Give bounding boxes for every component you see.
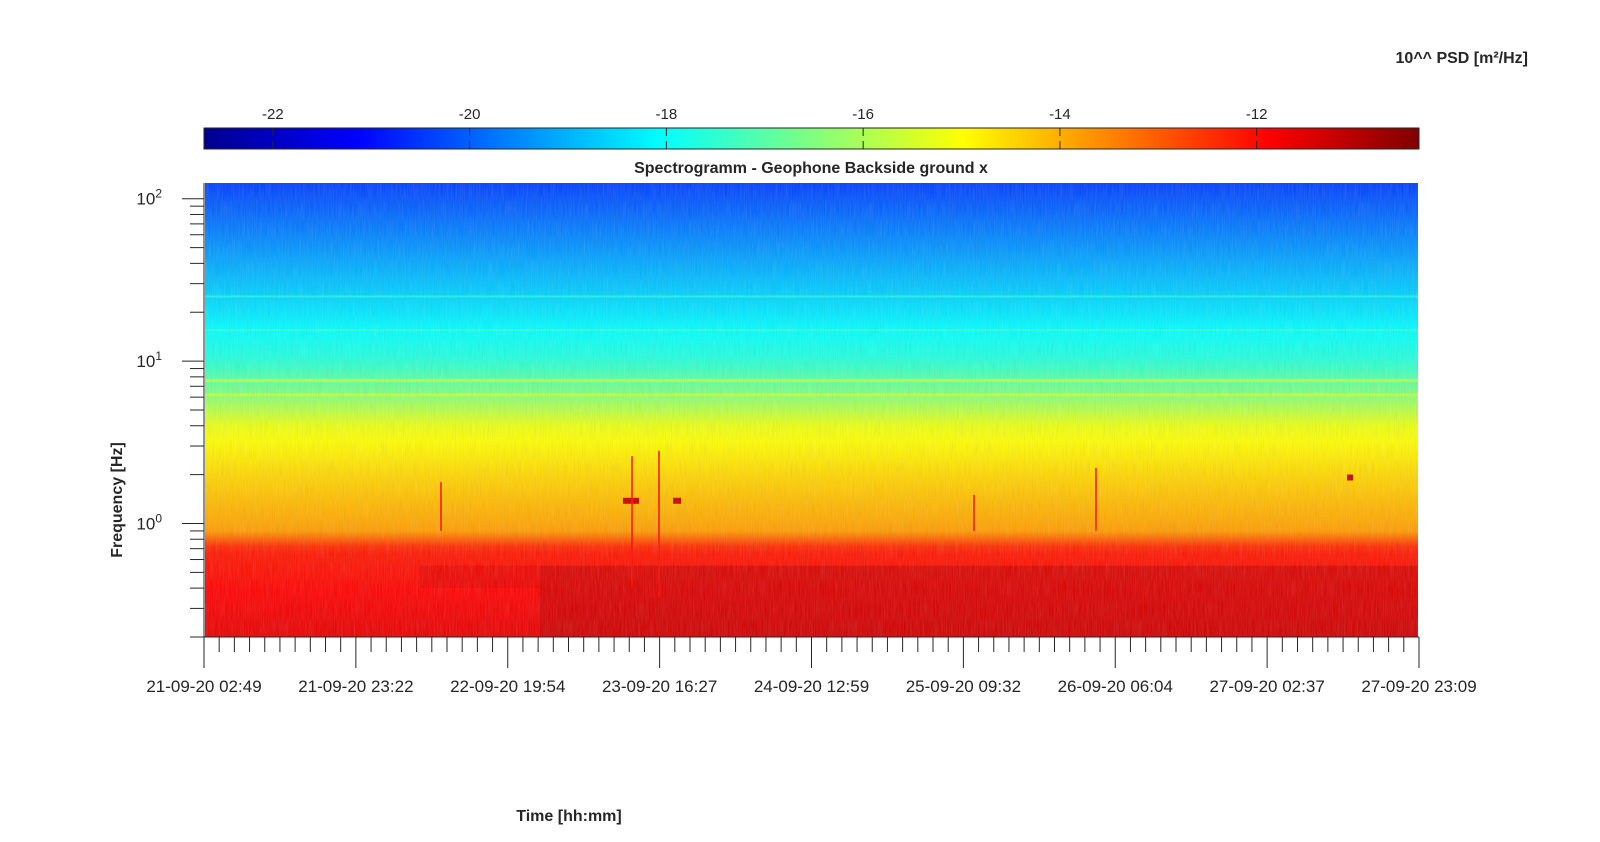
colorbar-tick-label: -16 (852, 106, 874, 123)
spectrogram-texture (205, 183, 1418, 637)
colorbar: -22 -20 -18 -16 -14 -12 (203, 106, 1420, 150)
x-tick-label: 23-09-20 16:27 (602, 677, 717, 696)
colorbar-label: 10^^ PSD [m²/Hz] (1396, 50, 1528, 67)
x-axis-label: Time [hh:mm] (516, 808, 621, 825)
x-tick-label: 22-09-20 19:54 (450, 677, 565, 696)
colorbar-tick-label: -20 (459, 106, 481, 123)
y-tick-label: 102 (136, 187, 162, 209)
x-axis-ticks: 21-09-20 02:49 21-09-20 23:22 22-09-20 19:… (146, 637, 1477, 696)
x-tick-label: 21-09-20 23:22 (298, 677, 413, 696)
x-tick-label: 26-09-20 06:04 (1058, 677, 1173, 696)
y-axis-ticks: 100 101 102 (136, 187, 204, 638)
y-tick-label: 100 (136, 512, 162, 534)
y-axis-label: Frequency [Hz] (109, 442, 126, 558)
colorbar-tick-label: -14 (1049, 106, 1071, 123)
spectrogram-image (205, 183, 1418, 637)
x-tick-label: 24-09-20 12:59 (754, 677, 869, 696)
x-tick-label: 27-09-20 02:37 (1209, 677, 1324, 696)
chart-title: Spectrogramm - Geophone Backside ground … (634, 160, 988, 177)
colorbar-ticks: -22 -20 -18 -16 -14 -12 (262, 106, 1268, 149)
x-tick-label: 27-09-20 23:09 (1361, 677, 1476, 696)
colorbar-tick-label: -22 (262, 106, 284, 123)
colorbar-gradient (203, 127, 1420, 150)
y-tick-label: 101 (136, 349, 162, 371)
colorbar-tick-label: -12 (1246, 106, 1268, 123)
x-tick-label: 25-09-20 09:32 (906, 677, 1021, 696)
plot-axes: 100 101 102 21-09-20 02:49 21-09-20 23:22 22… (136, 183, 1477, 696)
x-tick-label: 21-09-20 02:49 (146, 677, 261, 696)
colorbar-tick-label: -18 (656, 106, 678, 123)
